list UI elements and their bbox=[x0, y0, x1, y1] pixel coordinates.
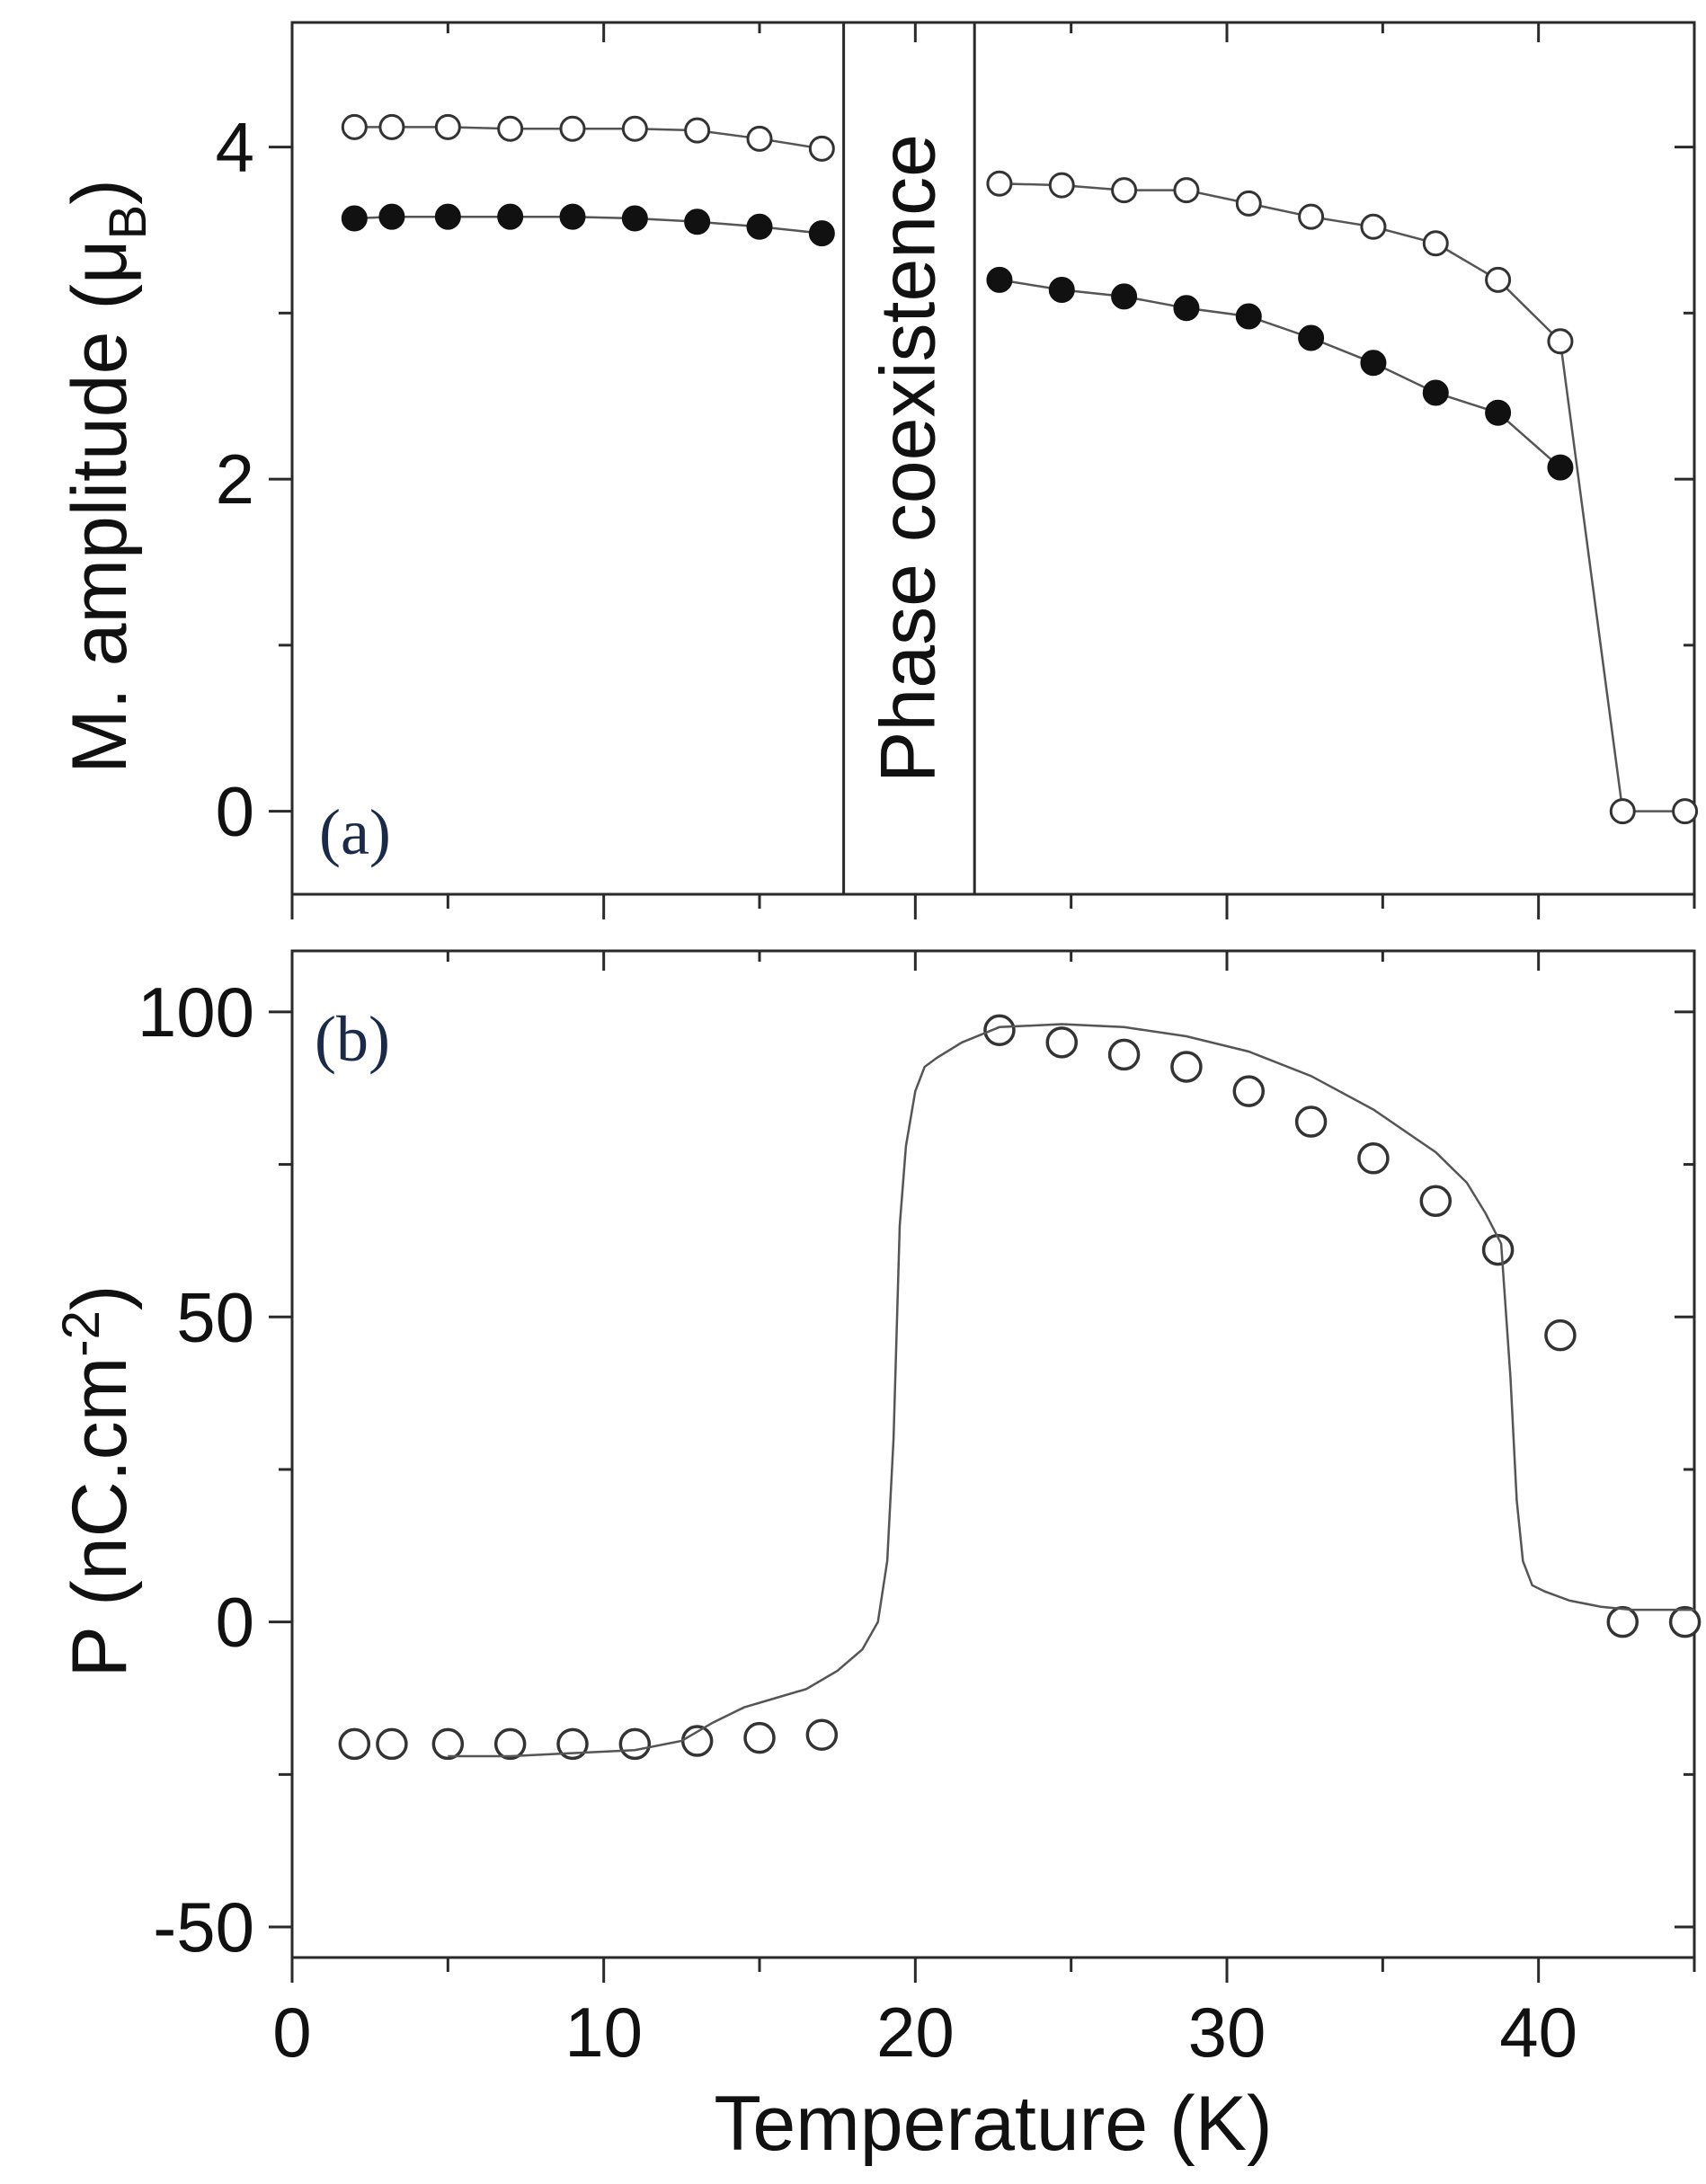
panel-a-series-1-point bbox=[1609, 798, 1636, 825]
panel-a-series-1-point bbox=[1298, 203, 1325, 230]
panel-a-series-2-point bbox=[621, 205, 648, 232]
panel-b-letter: (b) bbox=[315, 1003, 390, 1075]
panel-b-series-1-point bbox=[1170, 1051, 1203, 1083]
panel-b-y-axis-title-close: ) bbox=[57, 1284, 143, 1310]
panel-a-series-1-point bbox=[1360, 213, 1387, 240]
phase-coexistence-label: Phase coexistence bbox=[865, 134, 951, 783]
panel-a-series-1-point bbox=[341, 113, 368, 140]
panel-a-ticks: 0 2 4 bbox=[216, 22, 1696, 919]
panel-a-series-1-point bbox=[1235, 190, 1262, 217]
panel-a-series-2-point bbox=[341, 205, 368, 232]
panel-b-series-1-point bbox=[1045, 1026, 1079, 1059]
panel-b-series-1-point bbox=[556, 1727, 589, 1761]
panel-b-series-1-point bbox=[1232, 1075, 1266, 1107]
panel-b-series-1-point bbox=[1668, 1605, 1702, 1638]
panel-a-y-axis-title-main: M. amplitude (μ bbox=[57, 239, 143, 773]
panel-b-x-tick-label: 0 bbox=[272, 1993, 311, 2072]
panel-a-series-1-point bbox=[621, 115, 648, 142]
panel-b-series-1-point bbox=[743, 1721, 776, 1754]
panel-a-series-2-point bbox=[1547, 454, 1574, 481]
panel-a-series-2-line bbox=[999, 279, 1561, 469]
panel-a-series-1-point bbox=[1547, 328, 1574, 355]
panel-a-series-1-point bbox=[1672, 798, 1699, 825]
panel-b-x-tick-label: 20 bbox=[876, 1993, 955, 2072]
panel-a-series-2-point bbox=[1235, 303, 1262, 330]
panel-b-y-axis-title-superscript: -2 bbox=[52, 1310, 111, 1357]
panel-a-series-2-point bbox=[808, 220, 835, 247]
panel-a-series-1-point bbox=[559, 115, 586, 142]
panel-b-y-axis-title-main: P (nC.cm bbox=[57, 1357, 143, 1678]
panel-a-series-1-point bbox=[1111, 177, 1138, 204]
panel-b-x-tick-label: 30 bbox=[1188, 1993, 1266, 2072]
phase-coexistence-band bbox=[842, 21, 976, 896]
panel-a-y-tick-label: 2 bbox=[216, 439, 254, 519]
panel-a-series-1-point bbox=[497, 115, 524, 142]
panel-b-series-1-point bbox=[1357, 1142, 1390, 1175]
panel-a-series bbox=[341, 113, 1699, 825]
panel-b-y-tick-label: 100 bbox=[138, 972, 254, 1052]
panel-b-series-1-point bbox=[493, 1727, 527, 1761]
panel-b-series-1-point bbox=[338, 1727, 371, 1761]
panel-b-frame bbox=[290, 949, 1696, 1959]
panel-b-y-tick-label: 50 bbox=[176, 1277, 254, 1356]
panel-a-series-1-line bbox=[999, 182, 1685, 812]
panel-a-series-2-point bbox=[1422, 379, 1449, 406]
panel-b-y-axis-title: P (nC.cm-2) bbox=[52, 1284, 143, 1677]
panel-a-series-2-point bbox=[378, 203, 405, 230]
panel-a-series-1-point bbox=[1173, 177, 1200, 204]
panel-b-x-tick-label: 10 bbox=[564, 1993, 643, 2072]
x-axis-title: Temperature (K) bbox=[714, 2081, 1272, 2167]
panel-b-series-1-point bbox=[431, 1727, 465, 1761]
panel-b-series-1-point bbox=[1544, 1318, 1577, 1352]
panel-b-y-tick-label: 0 bbox=[216, 1583, 254, 1662]
panel-b-series bbox=[338, 1014, 1702, 1761]
panel-a-series-2-point bbox=[497, 203, 524, 230]
panel-a-frame bbox=[290, 21, 1696, 896]
panel-a-y-axis-title: M. amplitude (μB) bbox=[57, 179, 157, 774]
panel-a-series-2-point bbox=[746, 213, 773, 240]
panel-a: 0 2 4 Phase coexistence (a) M. amplitude (… bbox=[57, 21, 1699, 919]
panel-b-y-tick-label: -50 bbox=[153, 1887, 254, 1966]
panel-a-series-2-point bbox=[1298, 324, 1325, 351]
panel-b-x-tick-label: 40 bbox=[1499, 1993, 1577, 2072]
panel-a-series-1-point bbox=[378, 113, 405, 140]
panel-a-series-2-point bbox=[684, 209, 711, 235]
panel-b-series-1-point bbox=[805, 1718, 839, 1751]
panel-a-series-2-point bbox=[1485, 399, 1512, 426]
panel-a-series-2-point bbox=[986, 266, 1013, 293]
panel-b-series-1-point bbox=[1419, 1185, 1453, 1218]
panel-a-y-tick-label: 4 bbox=[216, 108, 254, 187]
panel-b-series-1-point bbox=[1294, 1105, 1328, 1138]
panel-a-series-1-point bbox=[1422, 230, 1449, 257]
panel-a-series-2-point bbox=[559, 203, 586, 230]
panel-b-series-1-point bbox=[618, 1727, 652, 1761]
panel-a-series-2-point bbox=[1111, 283, 1138, 310]
panel-a-series-2-point bbox=[434, 203, 461, 230]
panel-a-series-1-point bbox=[434, 113, 461, 140]
panel-a-y-axis-title-subscript: B bbox=[99, 205, 157, 240]
panel-a-series-1-point bbox=[1048, 172, 1075, 199]
panel-a-series-1-point bbox=[684, 117, 711, 144]
panel-b-series-1-point bbox=[1107, 1038, 1141, 1071]
panel-a-series-2-point bbox=[1173, 295, 1200, 322]
panel-a-y-tick-label: 0 bbox=[216, 772, 254, 851]
panel-a-series-2-point bbox=[1360, 350, 1387, 377]
panel-a-series-1-point bbox=[1485, 266, 1512, 293]
panel-a-series-1-point bbox=[746, 125, 773, 152]
panel-b-series-1-point bbox=[1606, 1605, 1639, 1638]
panel-a-letter: (a) bbox=[319, 796, 391, 868]
panel-a-series-1-point bbox=[808, 135, 835, 162]
panel-a-series-2-point bbox=[1048, 276, 1075, 303]
panel-b-series-1-point bbox=[376, 1727, 408, 1761]
panel-b-series-1-point bbox=[983, 1014, 1016, 1046]
panel-b-series-2-line bbox=[448, 1023, 1694, 1758]
panel-a-series-1-point bbox=[986, 170, 1013, 197]
panel-a-y-axis-title-close: ) bbox=[57, 179, 143, 205]
